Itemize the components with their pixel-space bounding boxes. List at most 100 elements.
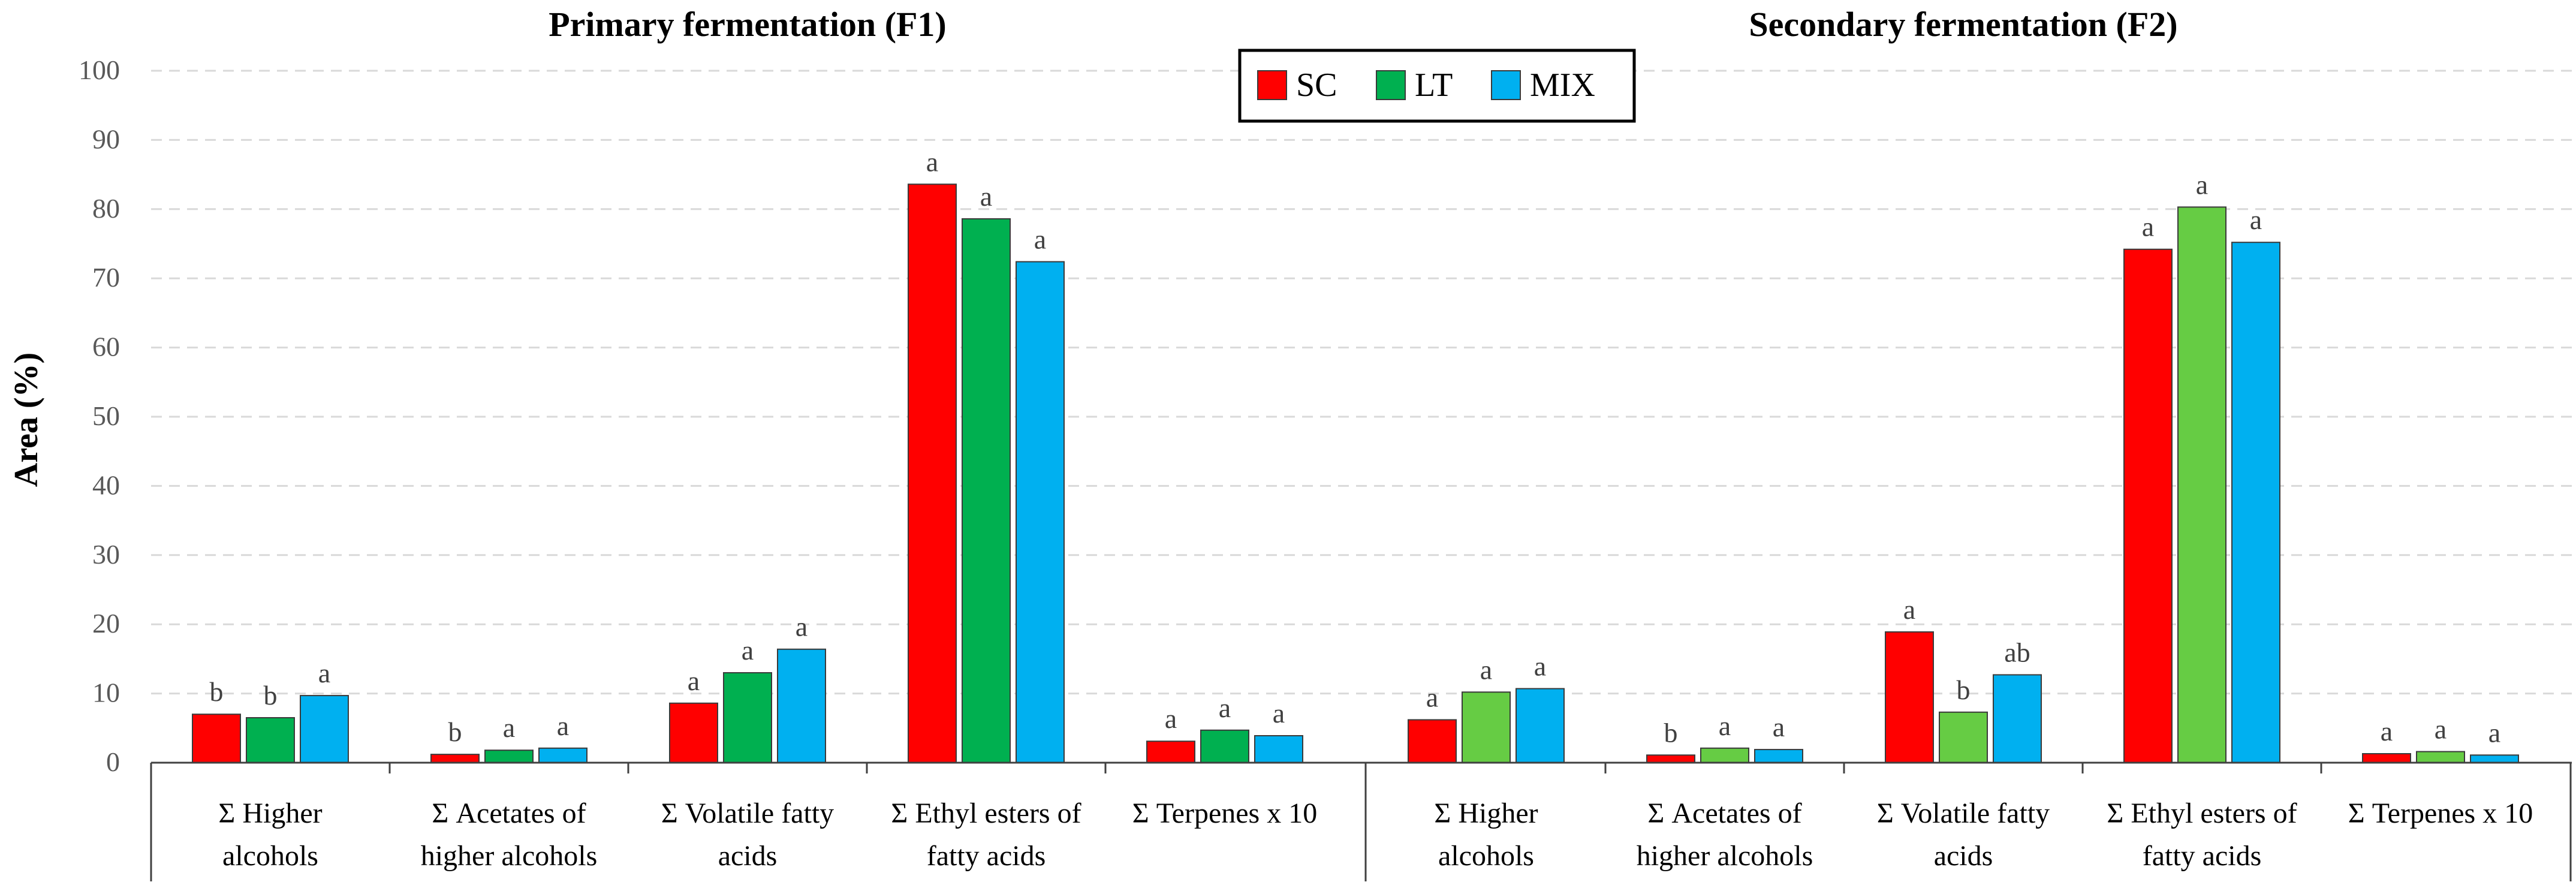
panel-title: Primary fermentation (F1)	[549, 5, 947, 44]
significance-letter: a	[796, 612, 808, 642]
significance-letter: a	[2196, 169, 2208, 200]
category-label: Σ Ethyl esters of	[2107, 797, 2297, 829]
category-label: higher alcohols	[1637, 840, 1813, 872]
bar-sc	[2123, 248, 2173, 763]
significance-letter: a	[1534, 651, 1546, 682]
significance-letter: a	[1273, 698, 1285, 729]
panel-title: Secondary fermentation (F2)	[1749, 5, 2177, 44]
significance-letter: b	[264, 680, 278, 711]
ytick-label: 90	[92, 124, 120, 154]
significance-letter: b	[448, 717, 462, 747]
bar-sc	[1646, 754, 1695, 764]
category-label: fatty acids	[2143, 840, 2262, 872]
bar-mix	[777, 648, 826, 764]
gridlines	[151, 70, 2572, 695]
legend-label-sc: SC	[1296, 67, 1337, 104]
category-label: alcohols	[222, 840, 318, 872]
ytick-label: 80	[92, 193, 120, 224]
ytick-label: 10	[92, 678, 120, 708]
legend-swatch-lt	[1376, 70, 1406, 100]
significance-letter: a	[2250, 204, 2262, 235]
bar-sc	[192, 714, 241, 763]
bar-mix	[538, 747, 587, 763]
significance-letter: ab	[2004, 637, 2030, 667]
significance-letter: a	[1219, 693, 1231, 723]
bar-lt	[246, 717, 295, 763]
bar-mix	[2231, 242, 2280, 763]
legend-label-lt: LT	[1415, 67, 1453, 104]
bar-sc	[1885, 631, 1934, 764]
significance-letter: a	[2381, 716, 2393, 746]
category-label: Σ Higher	[1434, 797, 1538, 829]
bar-sc	[430, 754, 480, 763]
category-label: Σ Acetates of	[432, 797, 586, 829]
ytick-label: 100	[79, 55, 120, 85]
bar-sc	[908, 183, 957, 764]
bar-lt	[1462, 691, 1511, 763]
category-label: Σ Ethyl esters of	[891, 797, 1081, 829]
category-label: Σ Terpenes x 10	[1132, 797, 1317, 829]
category-label: alcohols	[1438, 840, 1534, 872]
significance-letter: a	[688, 666, 700, 696]
bar-lt	[1700, 747, 1749, 763]
significance-letter: a	[926, 146, 938, 177]
bars	[192, 183, 2519, 764]
category-label: Σ Volatile fatty	[1877, 797, 2050, 829]
ytick-label: 70	[92, 262, 120, 293]
ytick-label: 30	[92, 539, 120, 570]
bar-mix	[1993, 674, 2042, 764]
significance-letter: a	[1426, 682, 1438, 712]
significance-letter: a	[1165, 703, 1177, 734]
bar-lt	[2416, 751, 2465, 764]
significance-letter: a	[1773, 712, 1785, 742]
legend-swatch-mix	[1491, 70, 1521, 100]
significance-letter: a	[1480, 654, 1492, 685]
significance-letter: b	[1957, 675, 1971, 705]
y-axis-ticks: 0 10 20 30 40 50 60 70 80 90 100	[79, 55, 120, 777]
panel-titles: Primary fermentation (F1) Secondary ferme…	[549, 5, 2177, 44]
significance-letter: a	[2142, 212, 2154, 242]
significance-letter: b	[1664, 717, 1678, 748]
category-label: Σ Higher	[218, 797, 322, 829]
significance-letter: a	[503, 712, 515, 743]
category-label: fatty acids	[927, 840, 1046, 872]
significance-letter: a	[557, 711, 569, 741]
bar-mix	[1016, 261, 1065, 763]
significance-letter: a	[318, 658, 330, 688]
bar-mix	[2470, 754, 2519, 764]
bar-lt	[1939, 711, 1988, 764]
bar-lt	[962, 218, 1011, 763]
ytick-label: 50	[92, 401, 120, 431]
ytick-label: 40	[92, 469, 120, 500]
y-axis-label: Area (%)	[8, 353, 45, 487]
category-axis: Σ Higher alcohols Σ Acetates of higher alco…	[150, 761, 2572, 881]
significance-letter: a	[2435, 714, 2447, 745]
category-label: acids	[1934, 840, 1993, 872]
ytick-label: 20	[92, 608, 120, 639]
bar-mix	[1754, 749, 1803, 763]
significance-letter: a	[1903, 594, 1915, 625]
legend: SC LT MIX	[1238, 49, 1636, 123]
significance-letter: b	[210, 676, 224, 707]
bar-sc	[669, 702, 718, 763]
bar-lt	[1200, 729, 1249, 763]
legend-box	[1238, 49, 1636, 123]
bar-sc	[2362, 752, 2411, 764]
significance-letter: a	[742, 635, 754, 666]
bar-lt	[2177, 206, 2226, 763]
significance-letter: a	[1034, 224, 1046, 255]
bar-lt	[484, 749, 534, 764]
category-label: higher alcohols	[421, 840, 598, 872]
legend-label-mix: MIX	[1530, 67, 1595, 104]
ytick-label: 0	[106, 746, 120, 777]
legend-swatch-sc	[1257, 70, 1287, 100]
bar-mix	[1516, 688, 1565, 763]
category-label: Σ Acetates of	[1647, 797, 1801, 829]
significance-letter: a	[1719, 711, 1731, 741]
category-label: Σ Terpenes x 10	[2348, 797, 2533, 829]
bar-sc	[1408, 719, 1457, 764]
category-label: Σ Volatile fatty	[661, 797, 834, 829]
ytick-label: 60	[92, 332, 120, 362]
